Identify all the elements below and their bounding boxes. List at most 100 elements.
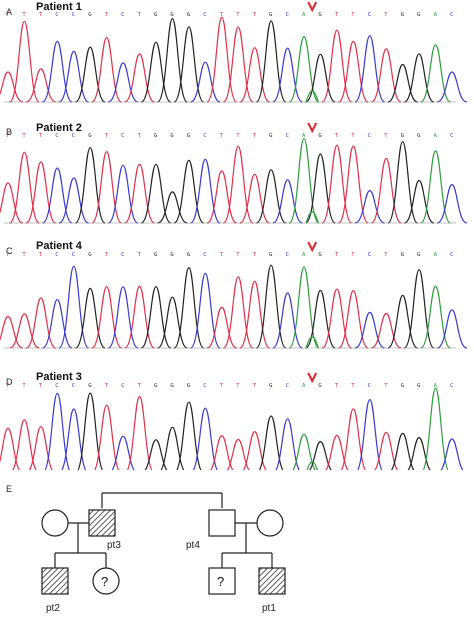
base-call: T xyxy=(236,12,240,18)
base-call: C xyxy=(121,252,124,258)
trace-peak xyxy=(387,63,418,103)
base-call: G xyxy=(88,133,91,139)
pt3-spouse-female xyxy=(41,509,69,537)
base-call: G xyxy=(170,133,173,139)
base-call: G xyxy=(170,383,173,389)
trace-peak xyxy=(9,20,40,103)
base-call: T xyxy=(6,252,10,258)
trace-peak xyxy=(0,427,20,470)
trace-peak xyxy=(222,145,254,224)
mutation-arrow-icon xyxy=(307,241,318,253)
base-call: T xyxy=(138,383,142,389)
base-call: T xyxy=(335,252,339,258)
secondary-peak xyxy=(305,211,319,224)
base-call: C xyxy=(368,133,371,139)
trace-peak xyxy=(407,436,431,470)
base-call: A xyxy=(302,133,306,139)
base-call: C xyxy=(55,383,58,389)
trace-peak xyxy=(371,312,402,349)
base-call: G xyxy=(318,252,321,258)
base-call: C xyxy=(368,383,371,389)
base-call: T xyxy=(138,12,142,18)
base-call: C xyxy=(450,383,453,389)
trace-peak xyxy=(272,179,303,224)
panel-letter-b: B xyxy=(6,127,13,137)
base-call: T xyxy=(253,383,257,389)
mutation-arrow-icon xyxy=(307,122,318,134)
base-call: G xyxy=(154,252,157,258)
base-call: C xyxy=(286,383,289,389)
base-call: T xyxy=(351,383,355,389)
base-call: T xyxy=(220,12,224,18)
base-call: C xyxy=(55,252,58,258)
base-call: T xyxy=(39,133,43,139)
base-call: T xyxy=(22,133,26,139)
pt4-spouse-female xyxy=(256,509,284,537)
trace-peak xyxy=(25,297,56,349)
trace-peak xyxy=(107,164,139,224)
base-call: G xyxy=(154,133,157,139)
trace-peak xyxy=(124,163,155,224)
base-call: T xyxy=(384,133,388,139)
trace-peak xyxy=(305,153,336,224)
trace-peak xyxy=(272,47,303,103)
panel-title-c: Patient 4 xyxy=(36,240,82,252)
base-call: T xyxy=(220,252,224,258)
trace-peak xyxy=(74,287,106,349)
trace-peak xyxy=(9,313,40,349)
base-call: G xyxy=(401,252,404,258)
label-pt3: pt3 xyxy=(107,540,121,551)
base-call: C xyxy=(368,12,371,18)
trace-peak xyxy=(239,47,270,103)
trace-peak xyxy=(354,189,385,224)
unknown-female xyxy=(92,567,120,595)
base-call: C xyxy=(55,12,58,18)
base-call: T xyxy=(384,12,388,18)
trace-peak xyxy=(0,71,24,103)
base-call: C xyxy=(72,383,75,389)
base-call: T xyxy=(6,383,10,389)
base-call: G xyxy=(88,383,91,389)
base-call: T xyxy=(351,133,355,139)
trace-peak xyxy=(436,183,468,224)
base-call: G xyxy=(417,383,420,389)
base-call: G xyxy=(187,383,190,389)
trace-peak xyxy=(12,419,37,470)
trace-peak xyxy=(25,68,56,103)
base-call: A xyxy=(434,12,438,18)
pt1-male-affected xyxy=(258,567,286,595)
trace-peak xyxy=(173,159,205,224)
label-pt1: pt1 xyxy=(262,603,276,614)
trace-peak xyxy=(436,309,468,349)
base-call: C xyxy=(121,383,124,389)
trace-peak xyxy=(321,144,353,224)
trace-peak xyxy=(94,404,120,470)
trace-peak xyxy=(440,438,464,470)
base-call: C xyxy=(286,133,289,139)
trace-peak xyxy=(58,177,89,224)
base-call: T xyxy=(105,133,109,139)
trace-peak xyxy=(157,296,188,349)
pt4-male xyxy=(208,509,236,537)
base-call: C xyxy=(203,12,206,18)
trace-peak xyxy=(255,20,287,103)
trace-peak xyxy=(173,266,205,349)
pt3-male-affected xyxy=(88,509,116,537)
trace-peak xyxy=(340,408,366,470)
base-call: T xyxy=(220,133,224,139)
trace-peak xyxy=(140,41,172,103)
base-call: A xyxy=(434,133,438,139)
base-call: T xyxy=(253,12,257,18)
trace-peak xyxy=(124,53,155,103)
secondary-peak xyxy=(305,336,319,349)
panel-title-a: Patient 1 xyxy=(36,1,82,13)
base-call: A xyxy=(302,383,306,389)
base-call: T xyxy=(384,252,388,258)
trace-peak xyxy=(157,191,188,224)
base-call: A xyxy=(434,252,438,258)
base-call: G xyxy=(154,383,157,389)
trace-peak xyxy=(321,29,353,103)
